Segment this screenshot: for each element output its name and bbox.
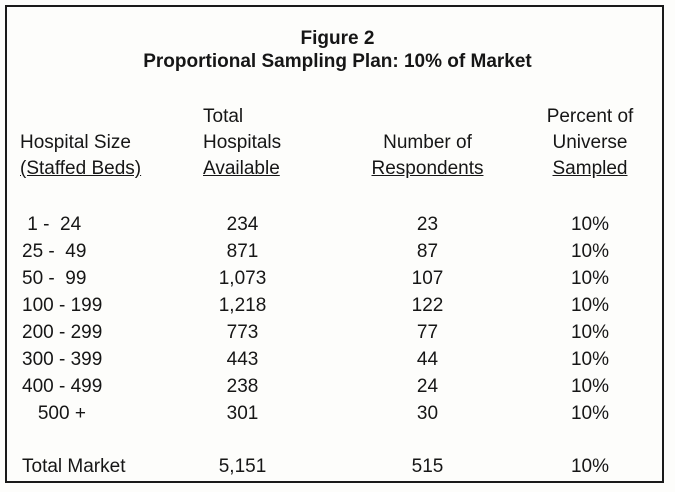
cell-size: 200 - 299 [22,322,103,343]
cell-percent: 10% [570,376,610,397]
cell-total: 773 [226,322,259,343]
cell-percent: 10% [570,241,610,262]
figure-border [5,5,664,483]
header-size-line1: Hospital Size [20,132,131,153]
cell-respondents: 24 [416,376,439,397]
figure-subtitle: Proportional Sampling Plan: 10% of Marke… [143,51,532,72]
header-total-hospitals: Total Hospitals Available [203,104,281,182]
header-percent: Percent of Universe Sampled [530,104,650,182]
cell-size: 1 - 24 [22,214,82,235]
cell-size: 500 + [22,403,86,424]
cell-respondents: 87 [416,241,439,262]
header-resp-line1: Number of [383,132,472,153]
header-total-line3: Available [203,158,280,179]
header-hospital-size: Hospital Size (Staffed Beds) [20,130,141,182]
cell-percent: 10% [570,349,610,370]
total-respondents: 515 [411,456,444,477]
total-percent: 10% [570,456,610,477]
cell-size: 400 - 499 [22,376,103,397]
header-pct-line2: Universe [552,132,628,153]
cell-percent: 10% [570,214,610,235]
total-label: Total Market [22,456,126,477]
cell-respondents: 30 [416,403,439,424]
cell-size: 100 - 199 [22,295,103,316]
cell-percent: 10% [570,268,610,289]
header-size-line2: (Staffed Beds) [20,158,142,179]
header-total-line2: Hospitals [203,132,282,153]
total-hospitals: 5,151 [218,456,267,477]
cell-total: 1,073 [218,268,267,289]
cell-respondents: 122 [411,295,444,316]
header-resp-line2: Respondents [371,158,484,179]
cell-respondents: 107 [411,268,444,289]
cell-total: 301 [226,403,259,424]
cell-total: 443 [226,349,259,370]
cell-total: 871 [226,241,259,262]
header-total-line1: Total [203,106,244,127]
cell-percent: 10% [570,403,610,424]
cell-respondents: 77 [416,322,439,343]
cell-size: 300 - 399 [22,349,103,370]
header-pct-line1: Percent of [546,106,634,127]
figure-title: Figure 2 [300,28,375,49]
header-pct-line3: Sampled [552,158,628,179]
cell-total: 238 [226,376,259,397]
cell-percent: 10% [570,295,610,316]
cell-total: 234 [226,214,259,235]
cell-size: 25 - 49 [22,241,87,262]
cell-total: 1,218 [218,295,267,316]
cell-respondents: 23 [416,214,439,235]
cell-size: 50 - 99 [22,268,87,289]
header-respondents: Number of Respondents [360,130,495,182]
cell-percent: 10% [570,322,610,343]
cell-respondents: 44 [416,349,439,370]
